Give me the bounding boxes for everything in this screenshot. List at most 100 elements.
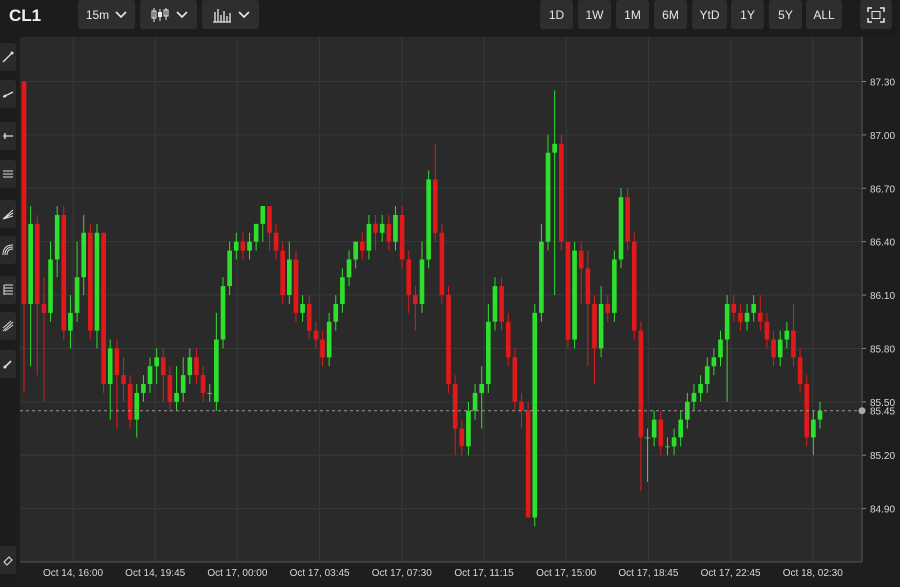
candle-body [194,357,199,376]
candle-body [505,321,511,358]
candlestick-chart[interactable]: 87.30 87.00 86.70 86.40 86.10 85.80 85.50 85.20… [20,37,900,582]
candle [811,410,816,456]
candle-body [466,410,471,447]
price-chart[interactable]: 87.30 87.00 86.70 86.40 86.10 85.80 85.50 85.20… [20,37,900,582]
tool-fibonacci[interactable] [0,276,16,304]
last-price-marker [858,407,866,415]
candle [658,410,664,456]
candle [757,295,763,331]
candle-body [738,312,743,322]
candle-body [419,259,425,304]
candle-body [532,312,538,518]
tool-fan[interactable] [0,200,16,228]
candle-body [439,232,445,296]
range-6m-button[interactable]: 6M [654,0,687,29]
candle [512,348,518,411]
candle [114,339,120,429]
x-tick-label: Oct 17, 22:45 [701,568,761,579]
candle [784,321,790,349]
candle-body [817,410,823,420]
candle-body [200,375,206,393]
interval-dropdown[interactable]: 15m [78,0,135,29]
candle [313,321,319,349]
candle [359,232,365,260]
candle [306,295,312,340]
candle [366,214,372,260]
y-tick-label: 84.90 [870,505,895,516]
range-1m-button[interactable]: 1M [616,0,649,29]
tool-ray[interactable] [0,80,16,108]
y-tick-label: 85.20 [870,451,895,462]
x-tick-label: Oct 17, 03:45 [290,568,350,579]
candle-body [459,428,465,447]
tool-arc[interactable] [0,236,16,264]
tool-horizontal-line[interactable] [0,122,16,150]
candle-body [545,152,551,242]
chevron-down-icon [115,10,127,18]
candle-body [267,206,272,233]
candle [671,428,677,456]
candle [651,410,657,447]
candle-body [107,348,113,385]
x-tick-label: Oct 14, 19:45 [125,568,185,579]
chart-type-dropdown[interactable] [140,0,197,29]
y-tick-label: 86.70 [870,184,895,195]
candle [492,277,498,331]
candle [406,250,412,313]
candle [631,232,637,340]
tool-trendline[interactable] [0,43,16,71]
candle-body [718,339,723,358]
candlestick-icon [151,7,168,22]
candle-body [764,321,770,340]
range-5y-button[interactable]: 5Y [769,0,802,29]
fullscreen-button[interactable] [860,0,892,29]
candle [293,250,299,322]
candle [253,223,259,251]
candle [426,170,431,269]
candle-body [791,330,796,358]
candle [738,303,743,331]
candle-body [704,366,710,385]
tool-brush[interactable] [0,350,16,378]
candle [180,357,186,402]
candle-body [94,232,100,331]
candle [207,384,213,402]
candle [791,303,796,367]
indicators-dropdown[interactable] [202,0,259,29]
candle [121,357,126,402]
tool-eraser[interactable] [0,546,16,574]
candle-body [406,259,412,296]
candle-body [187,357,193,376]
candle-body [180,375,186,393]
candle-body [134,392,140,420]
x-tick-label: Oct 14, 16:00 [43,568,103,579]
tool-channel[interactable] [0,160,16,188]
candle-body [48,259,53,313]
range-1d-button[interactable]: 1D [540,0,573,29]
range-1y-button[interactable]: 1Y [731,0,764,29]
candle [545,134,551,251]
candle [625,188,630,251]
candle-body [784,330,790,340]
candle-body [432,179,438,233]
range-all-button[interactable]: ALL [806,0,842,29]
candle-body [605,303,611,313]
candle-body [74,277,80,313]
candle [386,214,392,251]
candle-body [214,339,219,402]
candle [585,250,591,367]
candle [280,241,286,304]
y-tick-label: 85.80 [870,344,895,355]
candle-body [273,232,279,251]
candle-body [121,375,126,385]
candle [233,232,239,260]
candle-body [525,410,531,518]
candle-body [512,357,518,402]
tool-pitchfork[interactable] [0,312,16,340]
candle-body [539,241,544,313]
range-ytd-button[interactable]: YtD [692,0,727,29]
candle [220,277,226,349]
candle [194,348,199,385]
range-1w-button[interactable]: 1W [578,0,611,29]
x-tick-label: Oct 17, 15:00 [536,568,596,579]
